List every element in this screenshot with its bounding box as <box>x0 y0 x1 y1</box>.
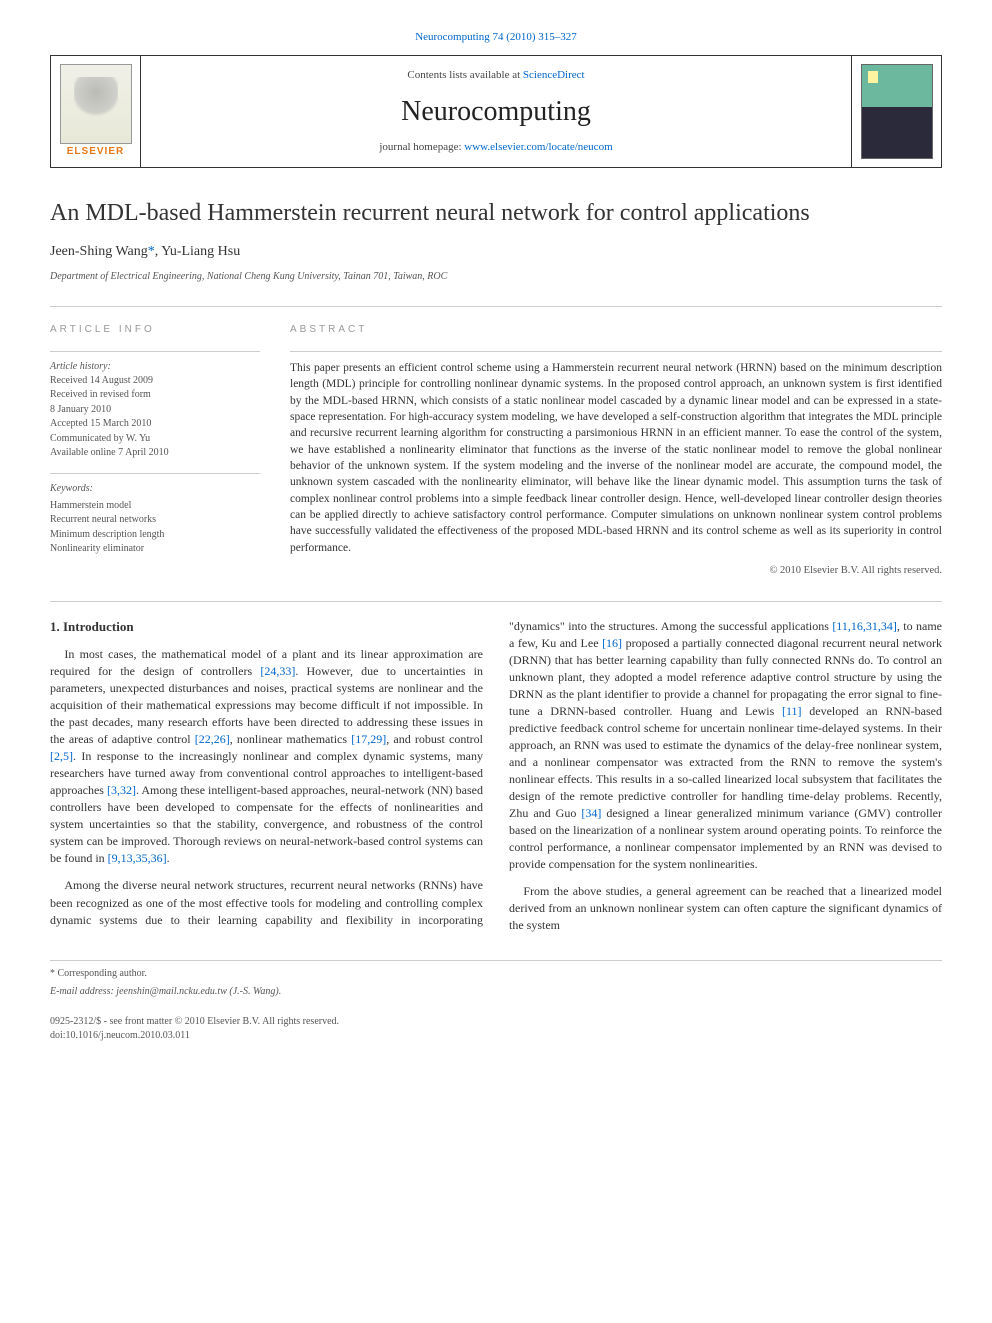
history-item: Accepted 15 March 2010 <box>50 417 260 432</box>
keyword: Minimum description length <box>50 528 260 543</box>
cover-thumb-cell <box>851 56 941 167</box>
journal-reference-link[interactable]: Neurocomputing 74 (2010) 315–327 <box>415 31 577 43</box>
sciencedirect-link[interactable]: ScienceDirect <box>523 69 585 81</box>
divider <box>50 306 942 307</box>
keyword: Hammerstein model <box>50 499 260 514</box>
citation-link[interactable]: [11] <box>782 704 802 718</box>
paragraph: From the above studies, a general agreem… <box>509 883 942 934</box>
keyword: Nonlinearity eliminator <box>50 542 260 557</box>
keyword: Recurrent neural networks <box>50 513 260 528</box>
keywords-list: Hammerstein model Recurrent neural netwo… <box>50 499 260 557</box>
history-item: Available online 7 April 2010 <box>50 446 260 461</box>
text-run: , nonlinear mathematics <box>230 732 351 746</box>
elsevier-tree-logo <box>60 64 132 144</box>
citation-link[interactable]: [2,5] <box>50 749 73 763</box>
publisher-logo-cell: ELSEVIER <box>51 56 141 167</box>
body-text: 1. Introduction In most cases, the mathe… <box>50 618 942 937</box>
article-title: An MDL-based Hammerstein recurrent neura… <box>50 198 942 228</box>
text-run: developed an RNN-based predictive feedba… <box>509 704 942 820</box>
affiliation: Department of Electrical Engineering, Na… <box>50 270 942 284</box>
masthead-center: Contents lists available at ScienceDirec… <box>141 56 851 167</box>
info-abstract-row: article info Article history: Received 1… <box>50 323 942 579</box>
homepage-prefix: journal homepage: <box>379 141 464 153</box>
issn-line: 0925-2312/$ - see front matter © 2010 El… <box>50 1015 942 1029</box>
elsevier-wordmark: ELSEVIER <box>67 145 124 159</box>
homepage-line: journal homepage: www.elsevier.com/locat… <box>153 140 839 155</box>
authors: Jeen-Shing Wang*, Yu-Liang Hsu <box>50 242 942 262</box>
corresponding-mark: * <box>148 244 155 259</box>
article-info-label: article info <box>50 323 260 337</box>
email-note: E-mail address: jeenshin@mail.ncku.edu.t… <box>50 985 942 999</box>
journal-reference: Neurocomputing 74 (2010) 315–327 <box>50 30 942 45</box>
section-heading: 1. Introduction <box>50 618 483 636</box>
citation-link[interactable]: [17,29] <box>351 732 386 746</box>
corresponding-author-note: * Corresponding author. <box>50 967 942 981</box>
abstract-label: abstract <box>290 323 942 337</box>
citation-link[interactable]: [34] <box>581 806 601 820</box>
citation-link[interactable]: [22,26] <box>195 732 230 746</box>
history-list: Received 14 August 2009 Received in revi… <box>50 374 260 461</box>
journal-name: Neurocomputing <box>153 92 839 131</box>
email-address: jeenshin@mail.ncku.edu.tw (J.-S. Wang). <box>116 986 281 997</box>
citation-link[interactable]: [9,13,35,36] <box>108 851 167 865</box>
email-label: E-mail address: <box>50 986 116 997</box>
history-item: Communicated by W. Yu <box>50 432 260 447</box>
article-info-column: article info Article history: Received 1… <box>50 323 260 579</box>
citation-link[interactable]: [16] <box>602 636 622 650</box>
abstract-column: abstract This paper presents an efficien… <box>290 323 942 579</box>
history-item: 8 January 2010 <box>50 403 260 418</box>
citation-link[interactable]: [24,33] <box>260 664 295 678</box>
journal-homepage-link[interactable]: www.elsevier.com/locate/neucom <box>464 141 612 153</box>
journal-cover-thumbnail <box>861 64 933 159</box>
divider <box>50 601 942 602</box>
text-run: . <box>167 851 170 865</box>
history-item: Received 14 August 2009 <box>50 374 260 389</box>
footer: * Corresponding author. E-mail address: … <box>50 960 942 1043</box>
text-run: , and robust control <box>386 732 483 746</box>
paragraph: In most cases, the mathematical model of… <box>50 646 483 867</box>
citation-link[interactable]: [3,32] <box>107 783 136 797</box>
doi-line: doi:10.1016/j.neucom.2010.03.011 <box>50 1029 942 1043</box>
abstract-text: This paper presents an efficient control… <box>290 351 942 556</box>
keywords-label: Keywords: <box>50 473 260 496</box>
author-1: Jeen-Shing Wang <box>50 244 148 259</box>
author-2: Yu-Liang Hsu <box>161 244 240 259</box>
history-label: Article history: <box>50 351 260 374</box>
masthead: ELSEVIER Contents lists available at Sci… <box>50 55 942 168</box>
contents-prefix: Contents lists available at <box>407 69 522 81</box>
abstract-copyright: © 2010 Elsevier B.V. All rights reserved… <box>290 564 942 579</box>
history-item: Received in revised form <box>50 388 260 403</box>
citation-link[interactable]: [11,16,31,34] <box>832 619 897 633</box>
contents-line: Contents lists available at ScienceDirec… <box>153 68 839 83</box>
